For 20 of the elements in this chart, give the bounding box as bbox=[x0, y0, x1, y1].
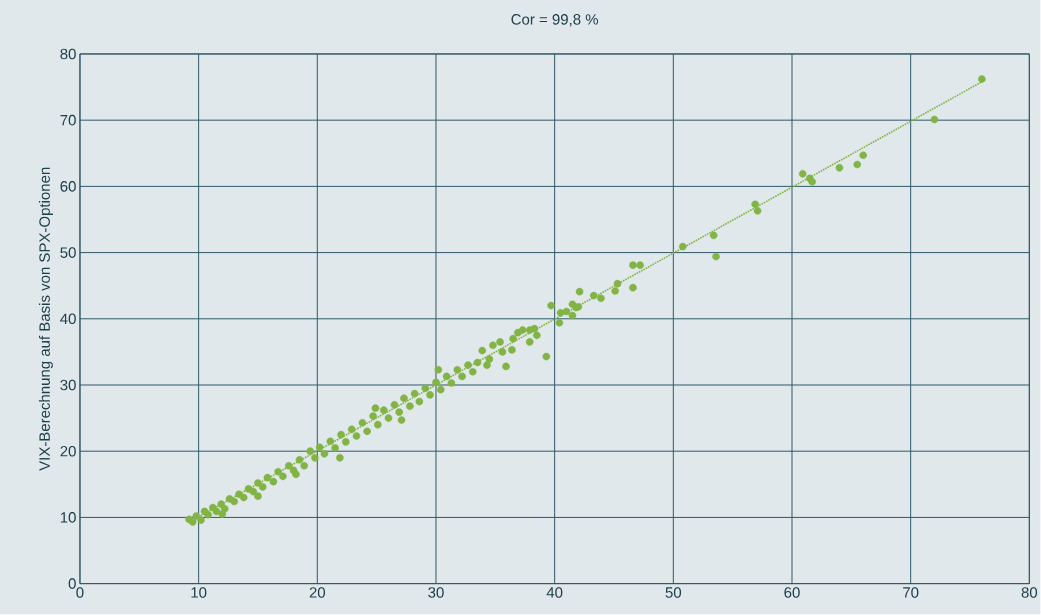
x-tick-label: 70 bbox=[903, 587, 919, 598]
y-tick-label: 10 bbox=[60, 512, 76, 523]
y-axis-title: VIX-Berechnung auf Basis von SPX-Optionen bbox=[38, 167, 53, 471]
x-tick-label: 60 bbox=[784, 587, 800, 598]
y-tick-label: 50 bbox=[60, 247, 76, 259]
y-tick-label: 0 bbox=[68, 578, 76, 590]
y-tick-label: 40 bbox=[60, 313, 76, 325]
y-tick-label: 60 bbox=[60, 181, 76, 192]
x-tick-label: 50 bbox=[665, 587, 682, 598]
chart-title: Cor = 99,8 % bbox=[511, 14, 599, 27]
x-tick-label: 80 bbox=[1021, 587, 1038, 598]
y-tick-label: 80 bbox=[60, 48, 76, 60]
x-tick-label: 20 bbox=[309, 587, 326, 598]
x-tick-label: 10 bbox=[191, 587, 207, 598]
y-tick-label: 20 bbox=[60, 446, 76, 457]
x-tick-label: 40 bbox=[546, 587, 563, 598]
y-tick-label: 70 bbox=[60, 115, 76, 126]
x-tick-label: 0 bbox=[76, 587, 84, 598]
y-tick-label: 30 bbox=[60, 379, 76, 391]
x-tick-label: 30 bbox=[428, 587, 444, 598]
